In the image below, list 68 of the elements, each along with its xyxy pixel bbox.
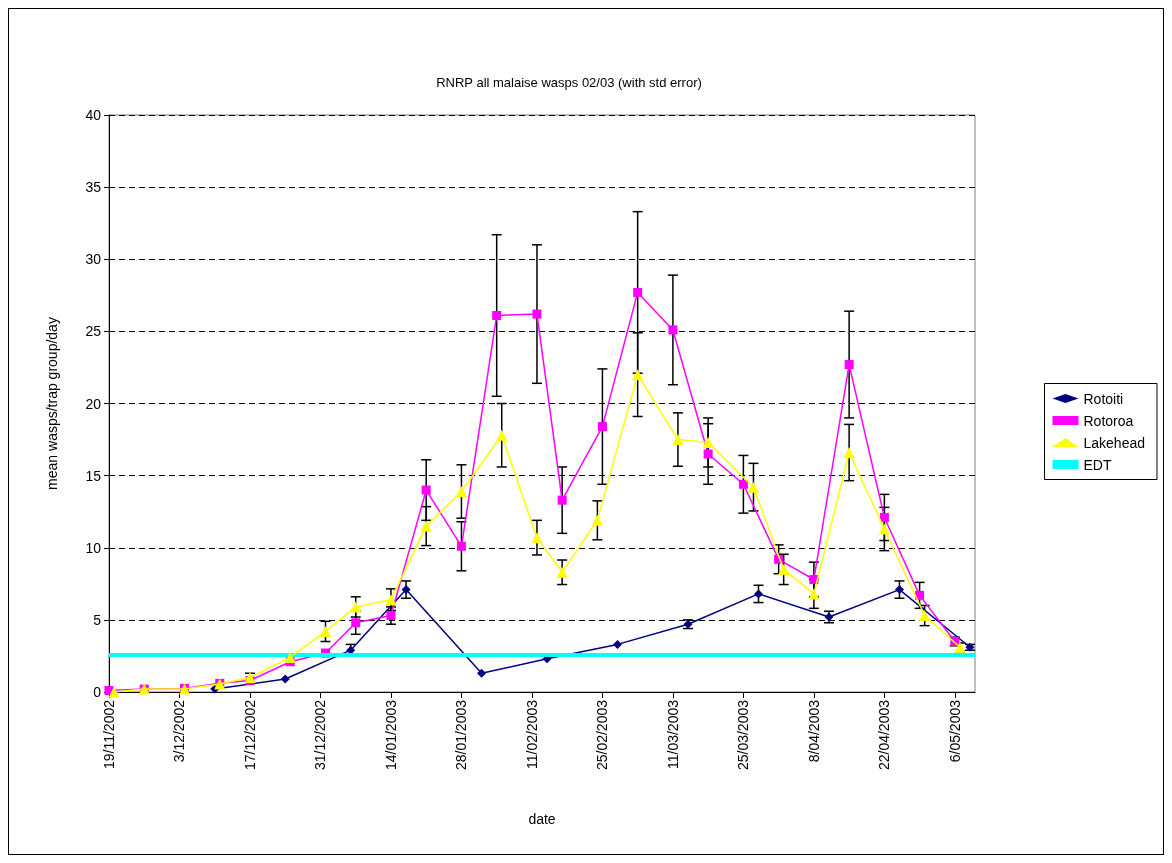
- point: [613, 639, 623, 649]
- point: [420, 520, 432, 532]
- point: [878, 523, 890, 535]
- point: [668, 325, 678, 335]
- point: [477, 668, 487, 678]
- point: [754, 589, 763, 599]
- x-axis-title: date: [528, 811, 556, 827]
- y-axis-title: mean wasps/trap group/day: [44, 317, 60, 490]
- point: [320, 625, 331, 637]
- x-tick-label: 8/04/2003: [805, 699, 822, 763]
- y-tick-label: 0: [93, 684, 102, 700]
- point: [778, 563, 790, 575]
- y-tick-label: 40: [85, 107, 102, 123]
- point: [844, 360, 854, 370]
- x-tick-label: 19/11/2002: [101, 699, 117, 770]
- point: [492, 311, 502, 321]
- point: [879, 512, 889, 522]
- x-tick-label: 28/01/2003: [453, 699, 470, 771]
- point: [894, 585, 904, 595]
- point: [556, 566, 568, 578]
- y-tick-label: 30: [85, 251, 102, 268]
- point: [747, 481, 759, 493]
- legend-label: Rotoiti: [1083, 390, 1124, 407]
- x-tick-label: 3/12/2002: [171, 699, 188, 763]
- point: [703, 449, 713, 459]
- y-tick-label: 35: [85, 179, 102, 196]
- x-tick-label: 25/03/2003: [735, 699, 752, 771]
- x-tick-label: 11/03/2003: [664, 699, 681, 770]
- point: [557, 495, 567, 505]
- y-tick-label: 25: [85, 323, 102, 340]
- point: [351, 618, 361, 628]
- point: [386, 611, 396, 621]
- point: [702, 436, 714, 448]
- point: [597, 422, 607, 432]
- point: [456, 541, 466, 551]
- point: [632, 369, 644, 381]
- point: [591, 514, 603, 526]
- point: [421, 485, 431, 495]
- y-tick-label: 20: [85, 395, 102, 412]
- x-tick-label: 6/05/2003: [946, 699, 963, 763]
- point: [672, 434, 684, 446]
- point: [531, 532, 543, 544]
- y-tick-label: 10: [85, 539, 102, 556]
- x-tick-label: 31/12/2002: [312, 699, 329, 771]
- point: [385, 594, 397, 606]
- point: [808, 588, 820, 600]
- legend-label: EDT: [1083, 456, 1112, 473]
- legend-label: Lakehead: [1083, 434, 1146, 451]
- chart-title: RNRP all malaise wasps 02/03 (with std error): [436, 75, 702, 90]
- point: [532, 309, 542, 319]
- x-tick-label: 25/02/2003: [594, 699, 611, 771]
- point: [455, 485, 467, 497]
- point: [843, 447, 855, 459]
- y-tick-label: 5: [93, 611, 102, 628]
- x-tick-label: 17/12/2002: [241, 699, 258, 771]
- point: [280, 674, 290, 684]
- point: [738, 479, 748, 489]
- x-tick-label: 22/04/2003: [876, 699, 893, 771]
- point: [284, 651, 296, 663]
- point: [496, 429, 508, 441]
- point: [633, 287, 643, 297]
- x-tick-label: 11/02/2003: [523, 699, 540, 770]
- x-tick-label: 14/01/2003: [382, 699, 399, 771]
- point: [401, 585, 411, 595]
- y-tick-label: 15: [85, 467, 102, 484]
- legend-label: Rotoroa: [1083, 412, 1134, 429]
- point: [919, 610, 931, 622]
- point: [350, 601, 362, 613]
